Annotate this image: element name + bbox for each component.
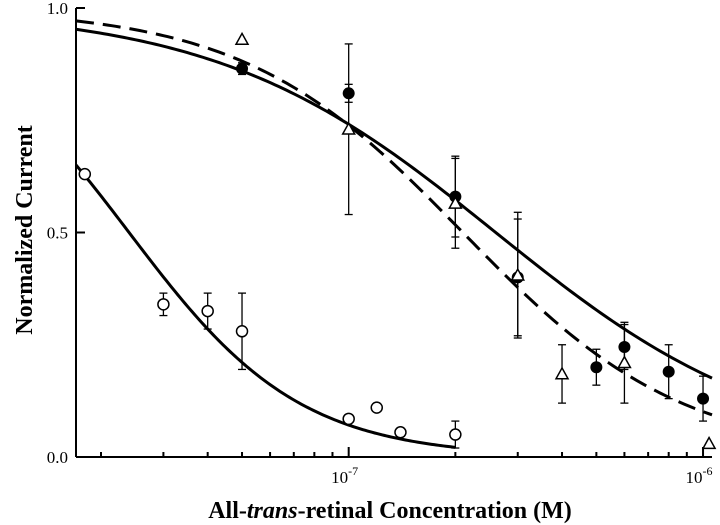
fit-curve-1 bbox=[75, 27, 713, 380]
x-tick-label: 10-6 bbox=[686, 464, 713, 487]
y-axis-title: Normalized Current bbox=[12, 125, 38, 335]
x-tick-label: 10-7 bbox=[331, 464, 358, 487]
error-bars bbox=[159, 43, 708, 449]
open-triangle-point bbox=[701, 435, 717, 450]
tick-labels: 0.0 0.5 1.0 10-7 10-6 bbox=[47, 0, 713, 487]
open-triangle-point bbox=[617, 355, 632, 369]
open-triangle-point bbox=[341, 121, 356, 135]
open-circle-point bbox=[394, 426, 407, 439]
open-triangle-point bbox=[554, 366, 570, 380]
y-tick-label: 0.0 bbox=[47, 448, 68, 467]
open-triangle-point bbox=[510, 267, 526, 281]
filled-circle-point bbox=[590, 361, 603, 374]
y-tick-label: 0.5 bbox=[47, 224, 68, 243]
filled-circle-point bbox=[662, 365, 675, 378]
open-circle-point bbox=[449, 428, 462, 441]
x-axis-title: All-trans-retinal Concentration (M) bbox=[208, 498, 572, 524]
data-markers bbox=[78, 31, 717, 450]
open-circle-point bbox=[201, 304, 214, 318]
open-triangle-point bbox=[448, 195, 463, 209]
open-triangle-point bbox=[234, 31, 250, 45]
fit-curves bbox=[74, 19, 713, 449]
open-circle-point bbox=[78, 167, 92, 181]
filled-circle-point bbox=[697, 392, 710, 405]
axes bbox=[75, 7, 712, 458]
y-tick-label: 1.0 bbox=[47, 0, 68, 18]
open-circle-point bbox=[342, 412, 355, 426]
open-circle-point bbox=[370, 401, 383, 414]
open-circle-point bbox=[157, 298, 170, 311]
filled-circle-point bbox=[236, 62, 249, 75]
fit-curve-3 bbox=[74, 164, 456, 449]
open-circle-point bbox=[235, 325, 249, 338]
filled-circle-point bbox=[342, 87, 355, 100]
filled-circle-point bbox=[618, 340, 631, 353]
fit-curve-2 bbox=[75, 19, 713, 417]
